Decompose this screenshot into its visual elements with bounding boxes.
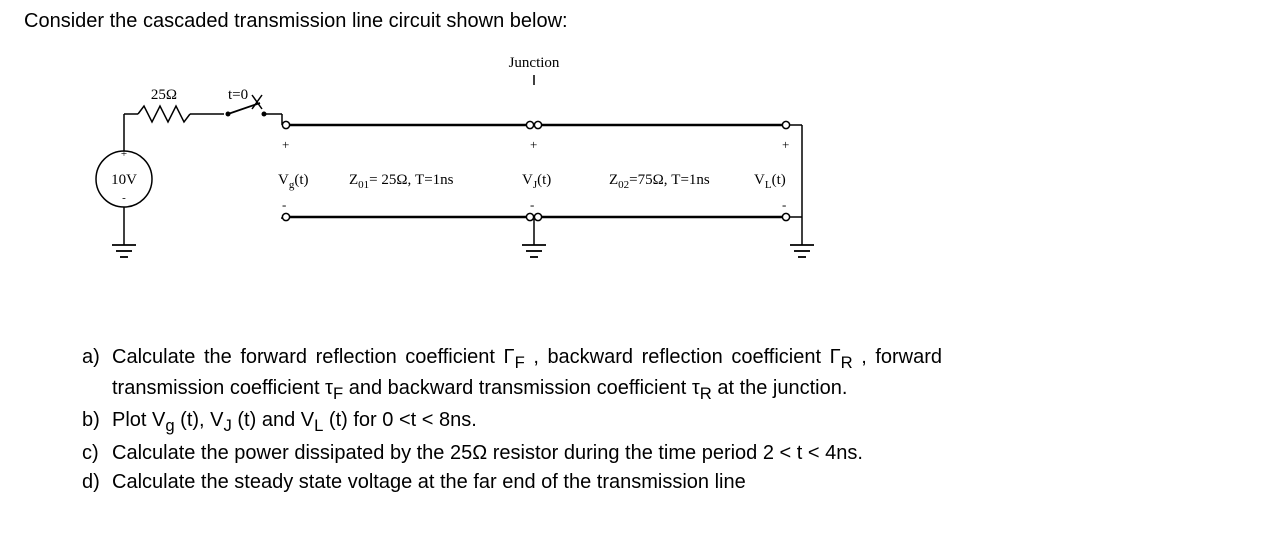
vj-label: VJ(t) [522,172,551,191]
source-voltage: 10V [111,172,137,188]
q-a-text: Calculate the forward reflection coeffic… [112,344,942,405]
resistor-icon [138,106,190,122]
svg-text:-: - [530,197,534,212]
vg-label: Vg(t) [278,172,309,191]
line1-label: Z01= 25Ω, T=1ns [349,172,454,191]
vl-label: VL(t) [754,172,786,191]
intro-text: Consider the cascaded transmission line … [24,10,1259,33]
q-b-letter: b) [82,407,112,434]
q-d-letter: d) [82,469,112,496]
svg-text:-: - [122,192,126,204]
questions-block: a) Calculate the forward reflection coef… [82,344,942,496]
q-b-text: Plot Vg (t), VJ (t) and VL (t) for 0 <t … [112,407,477,438]
svg-text:+: + [282,137,289,152]
switch-label: t=0 [228,87,248,103]
svg-text:+: + [530,137,537,152]
q-a-letter: a) [82,344,112,371]
svg-text:+: + [121,148,127,160]
svg-text:-: - [282,197,286,212]
svg-text:-: - [782,197,786,212]
q-d-text: Calculate the steady state voltage at th… [112,469,746,496]
svg-text:+: + [782,137,789,152]
circuit-diagram: Junction 25Ω t=0 + [64,49,1219,284]
q-c-letter: c) [82,440,112,467]
line2-label: Z02=75Ω, T=1ns [609,172,710,191]
junction-label: Junction [509,55,560,71]
resistor-label: 25Ω [151,87,177,103]
q-c-text: Calculate the power dissipated by the 25… [112,440,863,467]
